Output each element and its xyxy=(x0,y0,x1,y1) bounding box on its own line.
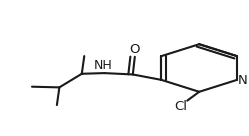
Text: Cl: Cl xyxy=(174,100,187,113)
Text: O: O xyxy=(129,43,140,56)
Text: NH: NH xyxy=(94,59,112,72)
Text: N: N xyxy=(238,74,247,87)
